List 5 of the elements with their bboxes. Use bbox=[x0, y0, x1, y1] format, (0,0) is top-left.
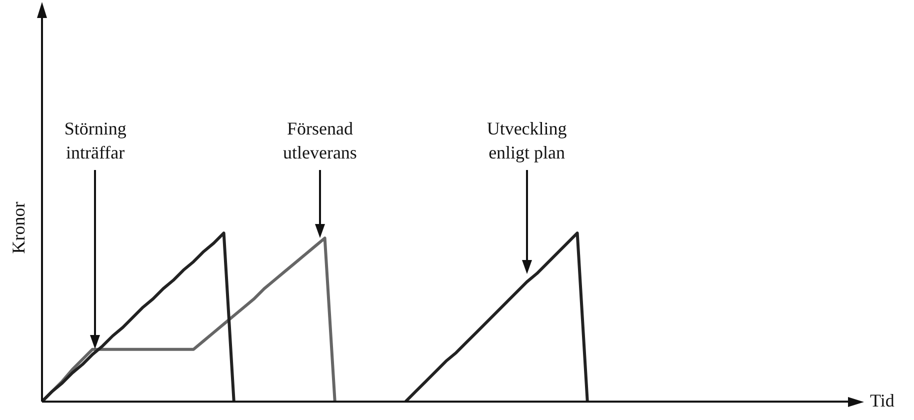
text: Försenad utleverans bbox=[282, 118, 357, 163]
y-axis-title: Kronor bbox=[8, 202, 29, 254]
x-axis-title: Tid bbox=[870, 390, 894, 410]
text: Utveckling enligt plan bbox=[486, 118, 567, 163]
text: Störning inträffar bbox=[64, 118, 126, 163]
